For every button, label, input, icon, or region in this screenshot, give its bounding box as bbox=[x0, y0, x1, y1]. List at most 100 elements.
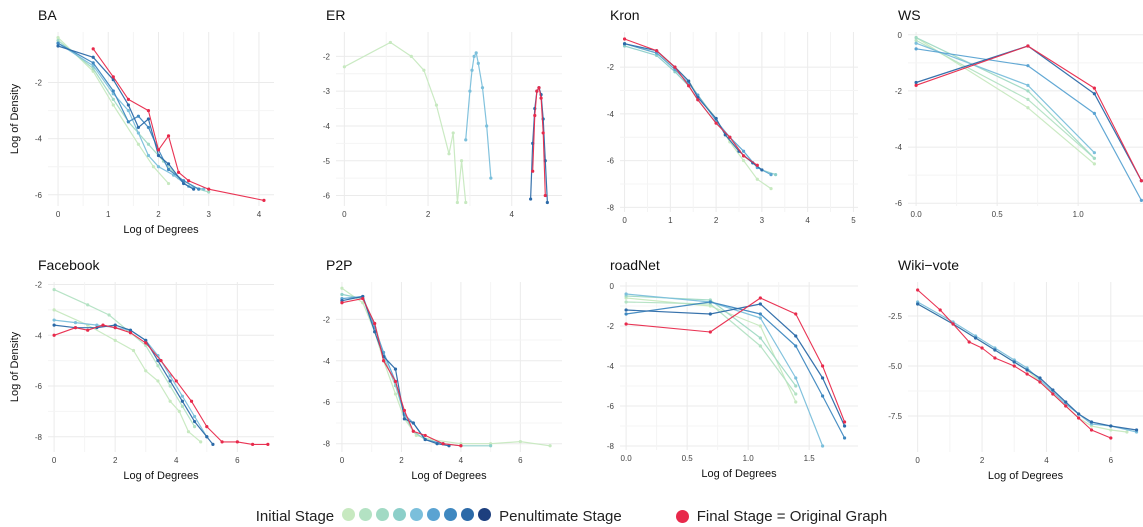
x-tick-label: 6 bbox=[1109, 456, 1114, 465]
series-line-0 bbox=[917, 303, 1127, 433]
series-line-0 bbox=[915, 37, 1095, 165]
series-line-2 bbox=[341, 295, 444, 445]
data-point bbox=[52, 333, 56, 337]
data-point bbox=[470, 68, 474, 72]
data-point bbox=[1077, 412, 1081, 416]
data-point bbox=[1109, 424, 1113, 428]
legend-stage-dot-8 bbox=[461, 507, 475, 521]
x-tick-label: 4 bbox=[257, 210, 262, 219]
data-point bbox=[1026, 89, 1030, 93]
panel-title: Wiki−vote bbox=[898, 257, 959, 273]
data-point bbox=[480, 86, 485, 90]
data-point bbox=[1038, 380, 1042, 384]
data-point bbox=[168, 384, 172, 388]
x-tick-label: 4 bbox=[1044, 456, 1049, 465]
series-line-2 bbox=[57, 42, 204, 190]
data-point bbox=[56, 41, 60, 45]
data-point bbox=[543, 193, 547, 198]
data-point bbox=[1139, 179, 1143, 183]
data-point bbox=[624, 292, 628, 296]
data-point bbox=[101, 323, 105, 327]
x-tick-label: 1.0 bbox=[743, 454, 755, 463]
data-point bbox=[373, 321, 377, 326]
y-tick-label: -2.5 bbox=[888, 312, 902, 321]
data-point bbox=[714, 121, 718, 125]
data-point bbox=[741, 154, 746, 158]
series-line-3 bbox=[626, 293, 824, 447]
data-point bbox=[1026, 44, 1030, 48]
data-point bbox=[468, 89, 472, 93]
plot-area bbox=[340, 286, 552, 448]
y-tick-label: -2 bbox=[323, 52, 331, 61]
data-point bbox=[914, 36, 918, 40]
y-tick-label: 0 bbox=[610, 282, 615, 291]
y-tick-label: -8 bbox=[35, 433, 43, 442]
plot-area bbox=[56, 36, 266, 202]
data-point bbox=[340, 301, 344, 305]
data-point bbox=[1064, 400, 1068, 404]
data-point bbox=[56, 44, 60, 48]
data-point bbox=[980, 346, 984, 350]
data-point bbox=[1026, 106, 1030, 110]
data-point bbox=[758, 316, 762, 320]
data-point bbox=[146, 125, 151, 130]
y-tick-label: 0 bbox=[898, 31, 903, 40]
data-point bbox=[423, 437, 427, 442]
data-point bbox=[541, 131, 545, 135]
data-point bbox=[146, 153, 151, 158]
data-point bbox=[144, 338, 148, 342]
x-tick-label: 0 bbox=[52, 456, 57, 465]
legend-stage-dot-6 bbox=[427, 507, 441, 521]
y-tick-label: -3 bbox=[323, 87, 331, 96]
data-point bbox=[821, 364, 825, 368]
data-point bbox=[156, 379, 160, 383]
data-point bbox=[340, 292, 344, 297]
data-point bbox=[166, 162, 171, 166]
x-tick-label: 1 bbox=[106, 210, 111, 219]
data-point bbox=[545, 200, 549, 205]
data-point bbox=[111, 89, 115, 93]
data-point bbox=[52, 308, 56, 312]
data-point bbox=[993, 356, 997, 360]
legend: Initial Stage Penultimate Stage Final St… bbox=[0, 505, 1143, 527]
data-point bbox=[1026, 97, 1030, 101]
data-point bbox=[146, 108, 151, 113]
series-line-4 bbox=[53, 324, 268, 445]
data-point bbox=[207, 190, 211, 194]
y-tick-label: -4 bbox=[607, 362, 615, 371]
data-point bbox=[459, 159, 464, 163]
data-point bbox=[136, 142, 140, 146]
y-tick-label: -6 bbox=[895, 199, 903, 208]
data-point bbox=[168, 379, 172, 383]
x-tick-label: 0 bbox=[915, 456, 920, 465]
data-point bbox=[714, 116, 718, 121]
data-point bbox=[624, 300, 628, 304]
data-point bbox=[758, 296, 762, 300]
data-point bbox=[821, 444, 825, 448]
plot-area bbox=[52, 288, 270, 446]
data-point bbox=[207, 187, 211, 191]
data-point bbox=[86, 328, 90, 332]
data-point bbox=[1092, 162, 1096, 166]
x-tick-label: 4 bbox=[459, 456, 464, 465]
y-tick-label: -8 bbox=[607, 442, 615, 451]
plot-area bbox=[916, 288, 1139, 440]
data-point bbox=[411, 421, 415, 425]
panel-title: Kron bbox=[610, 7, 640, 23]
data-point bbox=[755, 177, 759, 181]
series-line-0 bbox=[341, 287, 551, 447]
data-point bbox=[220, 440, 224, 444]
legend-final-dot bbox=[675, 509, 689, 523]
series-line-3 bbox=[915, 42, 1095, 154]
data-point bbox=[192, 419, 197, 424]
plot-area bbox=[342, 40, 549, 205]
series-line-2 bbox=[54, 319, 208, 438]
data-point bbox=[914, 38, 918, 43]
data-point bbox=[73, 320, 78, 325]
y-axis-label: Log of Density bbox=[9, 83, 21, 154]
plot-area bbox=[914, 36, 1143, 202]
series-line-0 bbox=[53, 309, 202, 443]
data-point bbox=[622, 37, 627, 41]
data-point bbox=[177, 409, 181, 414]
data-point bbox=[708, 330, 712, 334]
